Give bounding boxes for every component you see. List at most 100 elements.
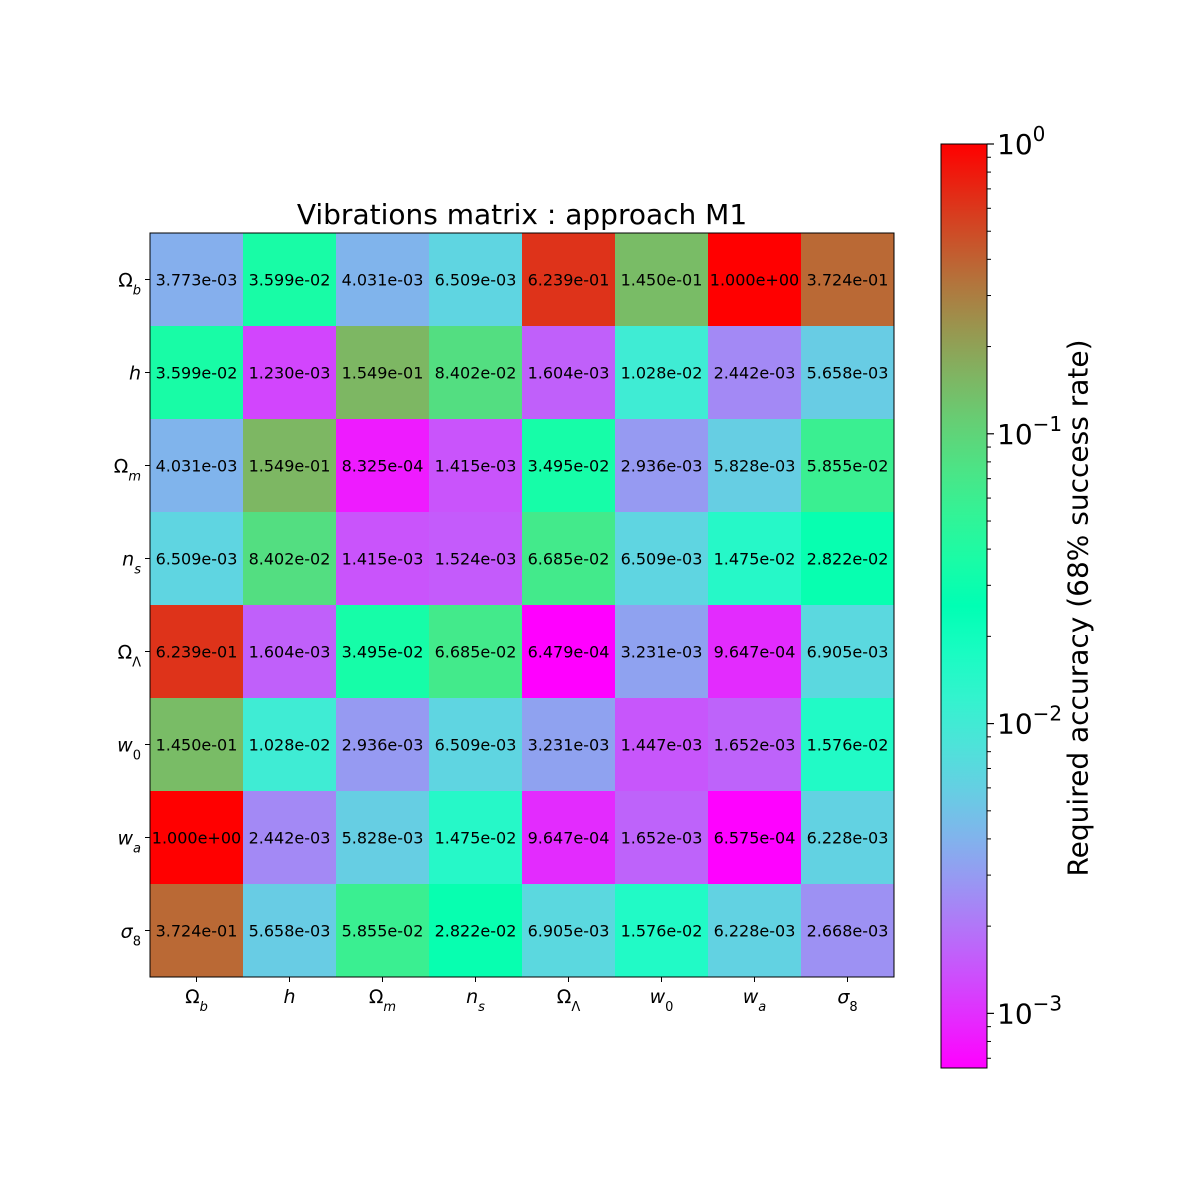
cell-value-label: 6.509e-03 xyxy=(621,550,703,569)
cell-value-label: 4.031e-03 xyxy=(156,457,238,476)
heatmap-cell xyxy=(429,605,523,699)
heatmap-cell xyxy=(801,884,895,978)
heatmap-cell xyxy=(615,326,709,420)
heatmap-cell xyxy=(336,605,430,699)
heatmap-cell xyxy=(336,884,430,978)
colorbar-ticks: 100 10−1 10−2 10−3 xyxy=(987,122,1062,1059)
cell-value-label: 6.575e-04 xyxy=(714,829,796,848)
x-tick-label: Ωm xyxy=(369,986,396,1015)
cell-value-label: 1.549e-01 xyxy=(249,457,331,476)
cell-value-label: 1.230e-03 xyxy=(249,364,331,383)
heatmap-cell xyxy=(150,605,244,699)
cell-value-label: 2.822e-02 xyxy=(435,922,517,941)
heatmap-cell xyxy=(708,419,802,513)
heatmap-cell xyxy=(243,419,337,513)
colorbar xyxy=(940,143,988,1069)
cell-value-label: 5.828e-03 xyxy=(342,829,424,848)
cell-value-label: 1.652e-03 xyxy=(621,829,703,848)
heatmap-cell xyxy=(801,698,895,792)
heatmap-cell xyxy=(522,884,616,978)
heatmap-cell xyxy=(150,698,244,792)
heatmap-cell xyxy=(522,419,616,513)
heatmap-cell xyxy=(429,698,523,792)
heatmap-cell xyxy=(336,233,430,327)
cell-value-label: 3.495e-02 xyxy=(528,457,610,476)
cell-value-label: 2.442e-03 xyxy=(714,364,796,383)
colorbar-tick-label: 10−1 xyxy=(997,412,1062,451)
cell-value-label: 1.475e-02 xyxy=(435,829,517,848)
cell-value-label: 1.415e-03 xyxy=(342,550,424,569)
heatmap-cell xyxy=(801,791,895,885)
heatmap-cell xyxy=(243,512,337,606)
cell-value-label: 1.028e-02 xyxy=(621,364,703,383)
heatmap-cell xyxy=(615,605,709,699)
y-tick-label: wa xyxy=(117,828,141,857)
cell-value-label: 9.647e-04 xyxy=(714,643,796,662)
cell-value-label: 6.509e-03 xyxy=(156,550,238,569)
y-tick-label: ΩΛ xyxy=(118,642,142,671)
cell-value-label: 2.936e-03 xyxy=(342,736,424,755)
cell-value-label: 3.724e-01 xyxy=(156,922,238,941)
cell-value-label: 1.415e-03 xyxy=(435,457,517,476)
y-tick-label: Ωm xyxy=(114,456,141,485)
heatmap-cell xyxy=(708,512,802,606)
heatmap-cell xyxy=(615,233,709,327)
cell-value-label: 8.325e-04 xyxy=(342,457,424,476)
y-axis: Ωb h Ωm ns ΩΛ w0 wa σ8 xyxy=(114,270,150,950)
colorbar-label: Required accuracy (68% success rate) xyxy=(1061,339,1095,877)
heatmap-cell xyxy=(615,884,709,978)
heatmap-cell xyxy=(336,419,430,513)
colorbar-tick-label: 100 xyxy=(997,122,1045,161)
heatmap-cell xyxy=(801,233,895,327)
cell-value-label: 3.495e-02 xyxy=(342,643,424,662)
cell-value-label: 6.239e-01 xyxy=(528,271,610,290)
heatmap-cell xyxy=(429,512,523,606)
heatmap-cell xyxy=(336,326,430,420)
y-tick-label: Ωb xyxy=(118,270,141,299)
cell-value-label: 6.239e-01 xyxy=(156,643,238,662)
cell-value-label: 2.822e-02 xyxy=(807,550,889,569)
heatmap-cell xyxy=(615,419,709,513)
x-axis: Ωb h Ωm ns ΩΛ w0 wa σ8 xyxy=(185,977,858,1015)
cell-value-label: 3.599e-02 xyxy=(249,271,331,290)
heatmap-cell xyxy=(708,791,802,885)
heatmap-cell xyxy=(336,512,430,606)
heatmap-cell xyxy=(801,419,895,513)
heatmap-cell xyxy=(150,791,244,885)
cell-value-label: 9.647e-04 xyxy=(528,829,610,848)
y-tick-label: h xyxy=(129,363,141,385)
heatmap-cell xyxy=(429,791,523,885)
heatmap-cell xyxy=(708,605,802,699)
heatmap-cell xyxy=(708,326,802,420)
cell-value-label: 5.855e-02 xyxy=(807,457,889,476)
heatmap-cell xyxy=(150,419,244,513)
cell-value-label: 5.855e-02 xyxy=(342,922,424,941)
y-tick-label: ns xyxy=(122,549,141,578)
heatmap-cell xyxy=(522,326,616,420)
cell-value-label: 6.905e-03 xyxy=(807,643,889,662)
heatmap-cell xyxy=(801,326,895,420)
heatmap-cell xyxy=(336,791,430,885)
cell-value-label: 1.447e-03 xyxy=(621,736,703,755)
y-tick-label: w0 xyxy=(117,735,141,764)
heatmap-cell xyxy=(708,698,802,792)
heatmap-cell xyxy=(243,884,337,978)
x-tick-label: w0 xyxy=(650,986,674,1015)
y-tick-label: σ8 xyxy=(121,921,141,950)
heatmap-cell xyxy=(522,791,616,885)
cell-value-label: 1.524e-03 xyxy=(435,550,517,569)
cell-value-label: 1.604e-03 xyxy=(249,643,331,662)
cell-value-label: 3.773e-03 xyxy=(156,271,238,290)
cell-value-label: 2.936e-03 xyxy=(621,457,703,476)
cell-value-label: 2.442e-03 xyxy=(249,829,331,848)
x-tick-label: σ8 xyxy=(837,986,857,1015)
heatmap-cell-labels: 3.773e-03 3.599e-02 4.031e-03 6.509e-03 6.23… xyxy=(152,271,889,941)
heatmap-cell xyxy=(801,605,895,699)
cell-value-label: 6.228e-03 xyxy=(807,829,889,848)
heatmap-cell xyxy=(150,512,244,606)
cell-value-label: 1.028e-02 xyxy=(249,736,331,755)
heatmap-cell xyxy=(150,884,244,978)
cell-value-label: 5.658e-03 xyxy=(807,364,889,383)
cell-value-label: 1.652e-03 xyxy=(714,736,796,755)
